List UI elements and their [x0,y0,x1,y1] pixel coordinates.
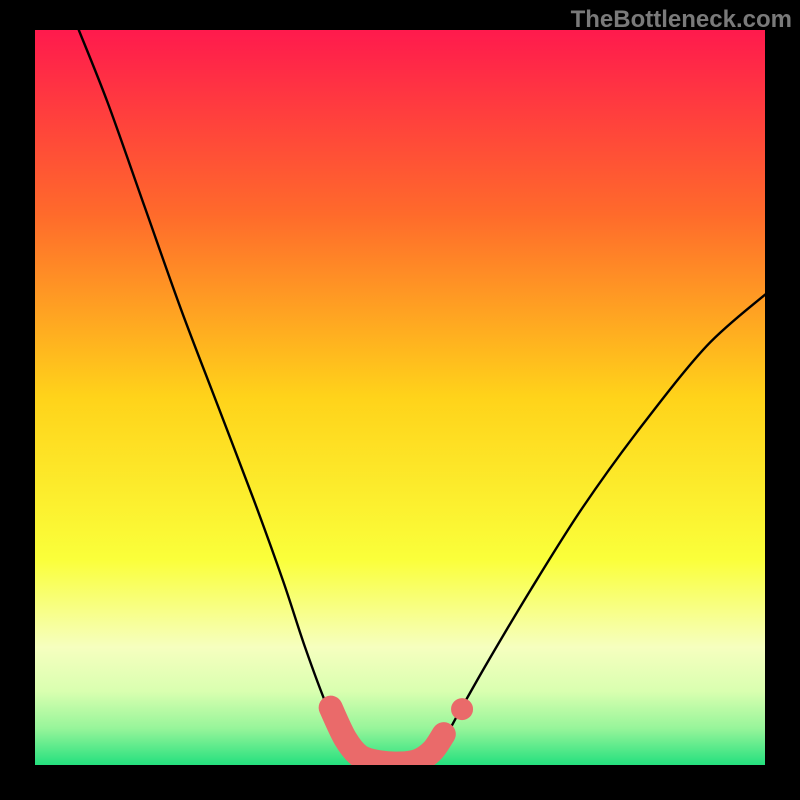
plot-area [35,30,765,765]
watermark-text: TheBottleneck.com [571,6,792,34]
optimal-range-dot [451,698,473,720]
chart-frame: TheBottleneck.com [0,0,800,800]
gradient-background [35,30,765,765]
